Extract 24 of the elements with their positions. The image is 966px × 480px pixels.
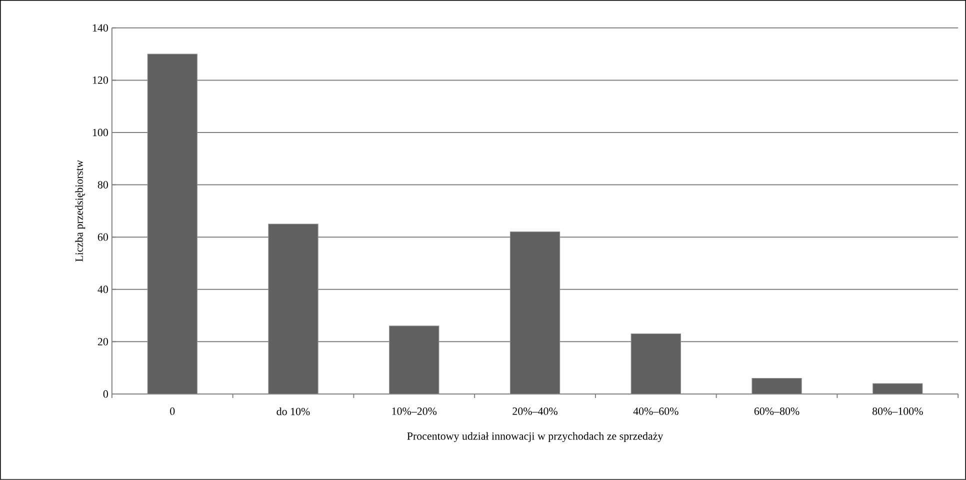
bar (268, 224, 318, 394)
y-tick-label: 0 (103, 390, 108, 398)
y-tick-label: 120 (92, 76, 108, 84)
y-tick-label: 40 (98, 286, 108, 294)
bar (872, 383, 923, 394)
x-tick-label: 0 (170, 408, 175, 415)
y-tick-label: 60 (98, 233, 108, 241)
bar (752, 378, 802, 394)
x-tick-label: 10%–20% (392, 408, 437, 415)
y-tick-label: 140 (92, 24, 108, 32)
bar (630, 334, 681, 394)
x-axis-title: Procentowy udział innowacji w przychodach ze sprzedaży (407, 432, 664, 442)
x-tick-label: 40%–60% (633, 408, 678, 415)
y-tick-label: 80 (98, 181, 108, 189)
bar (510, 232, 560, 394)
x-tick-label: do 10% (276, 408, 310, 416)
x-tick-label: 80%–100% (872, 408, 923, 415)
y-tick-label: 100 (92, 128, 108, 136)
bar (389, 326, 440, 394)
x-tick-label: 60%–80% (754, 408, 800, 415)
bar (147, 54, 198, 394)
y-axis-title: Liczba przedsiębiorstw (75, 160, 86, 262)
y-tick-label: 20 (98, 338, 108, 346)
x-tick-label: 20%–40% (512, 408, 558, 415)
